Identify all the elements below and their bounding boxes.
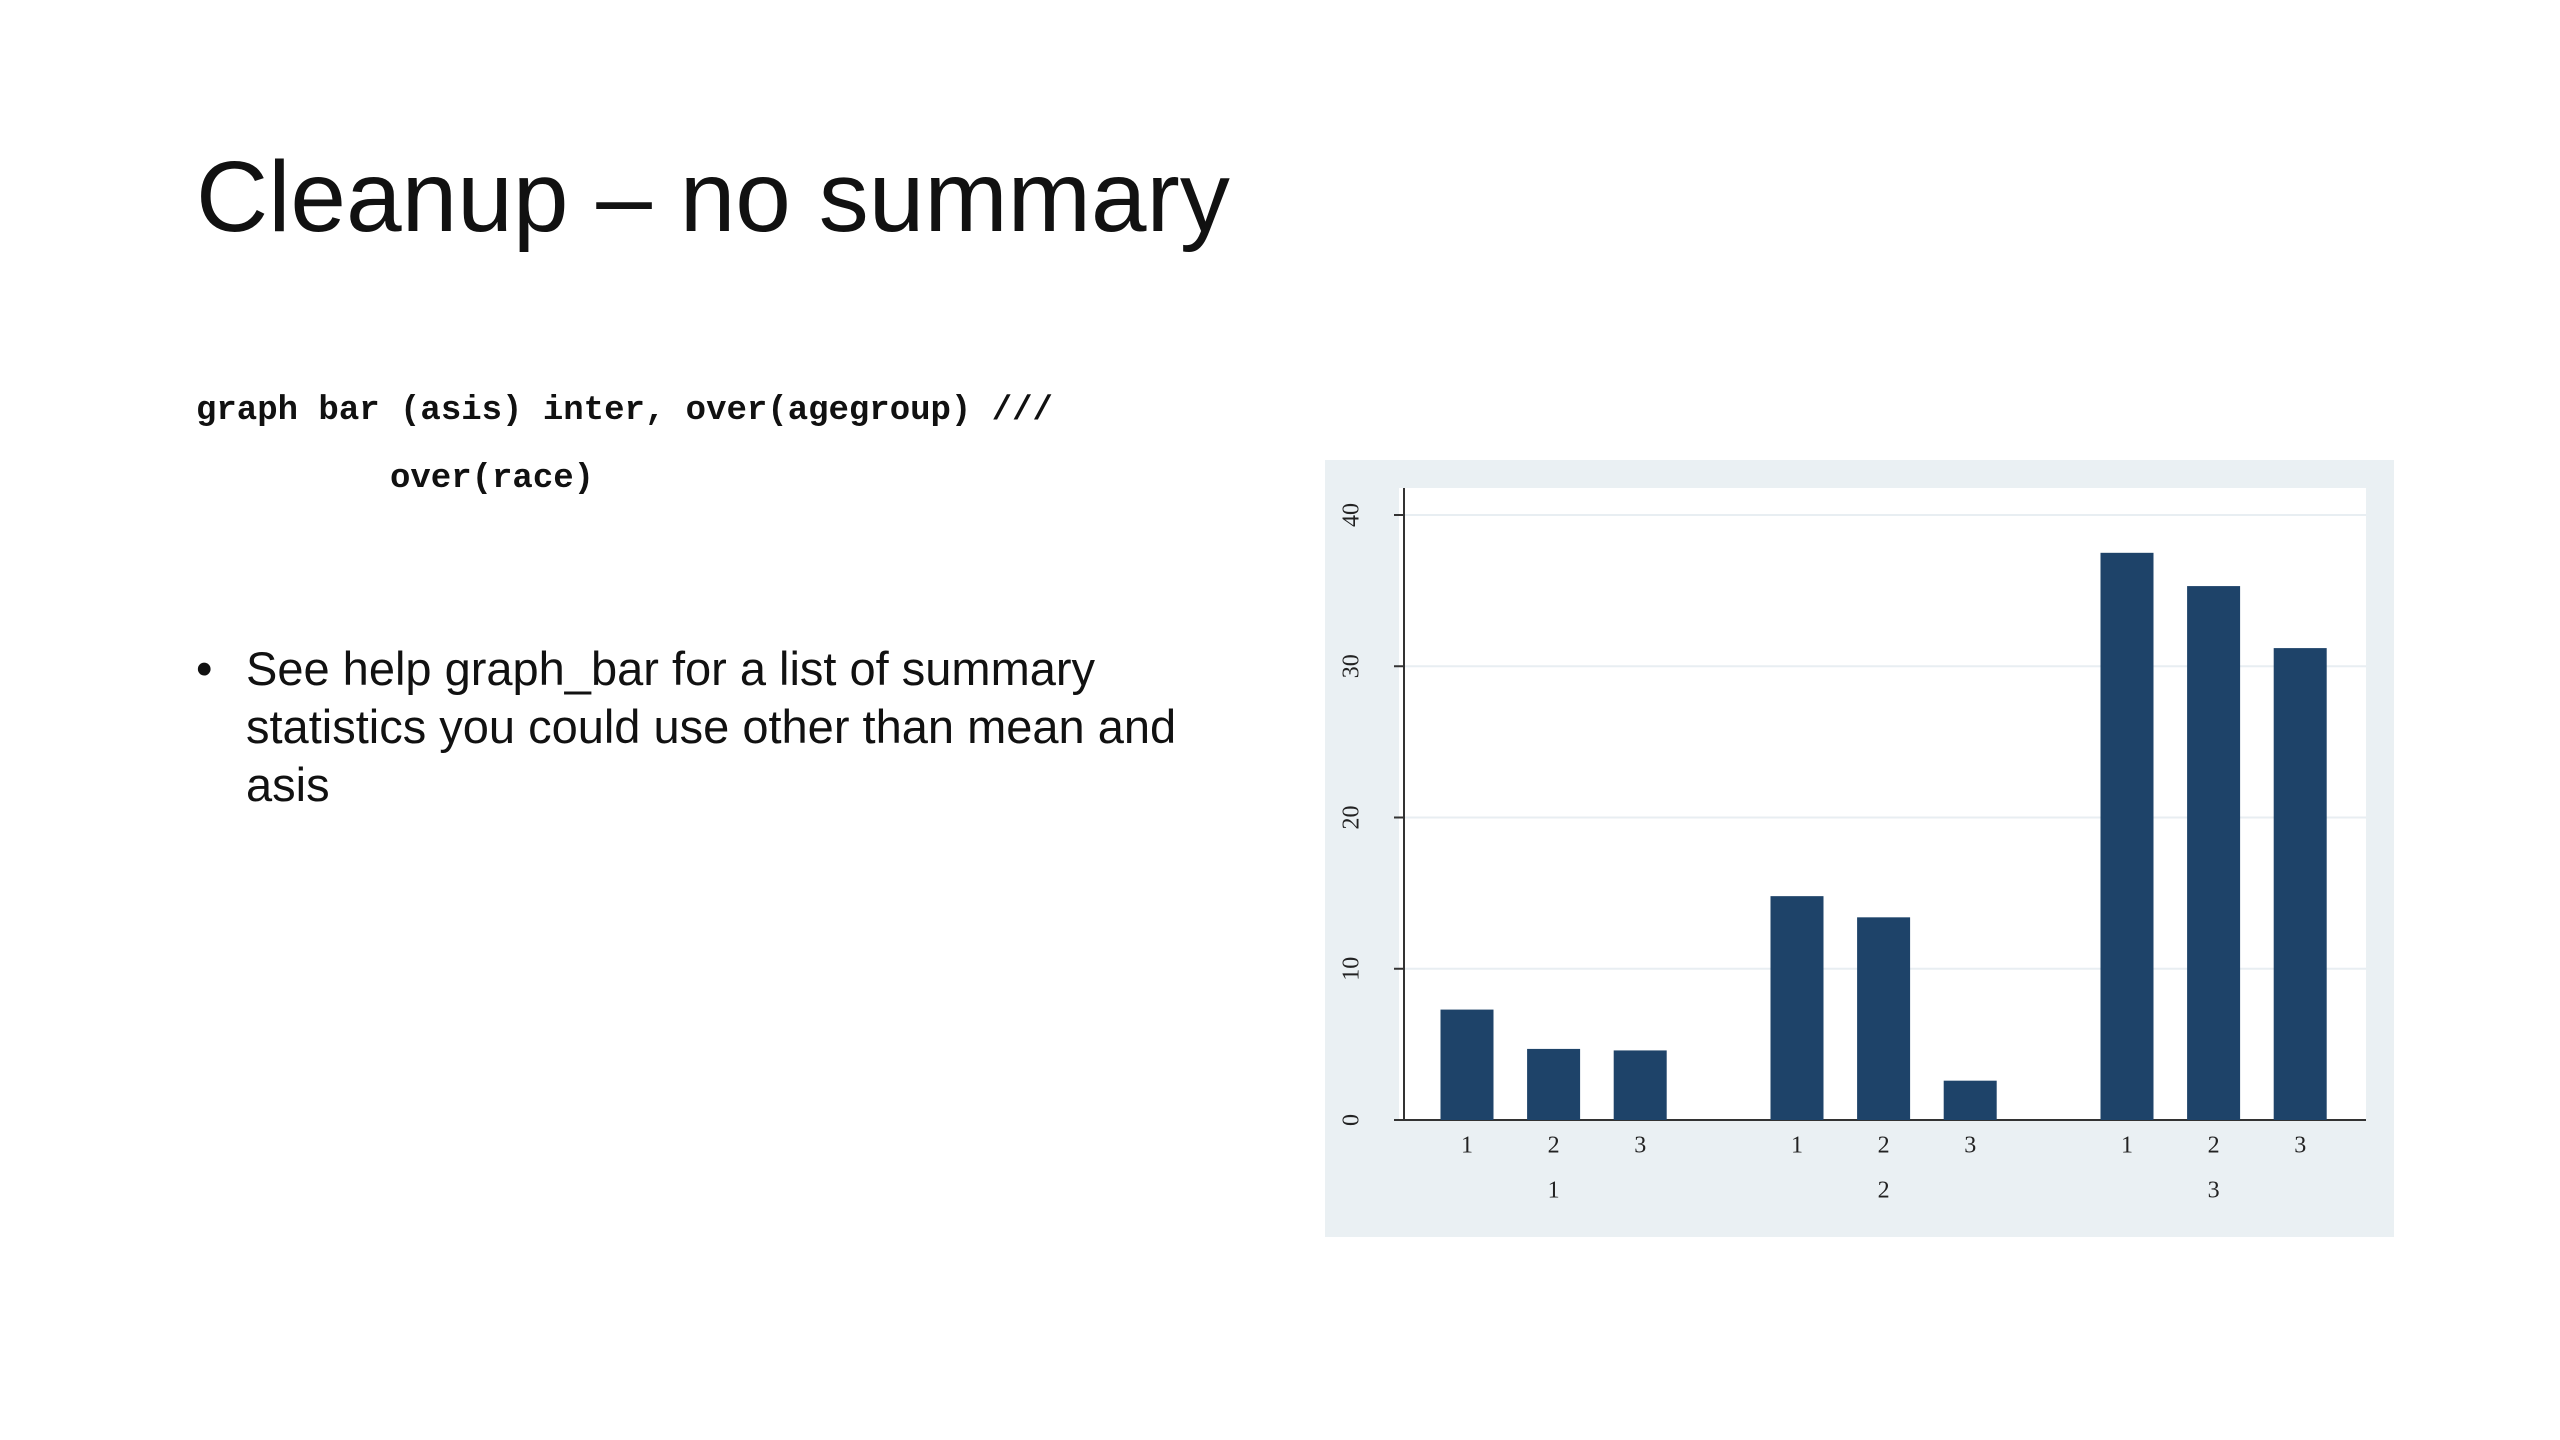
x-tick-label: 2: [1548, 1133, 1560, 1159]
code-line: over(race): [390, 460, 595, 498]
y-tick-label: 40: [1339, 503, 1365, 527]
x-tick-label: 2: [2208, 1133, 2220, 1159]
group-label: 2: [1878, 1178, 1890, 1204]
bar: [1857, 917, 1911, 1120]
y-tick-label: 0: [1339, 1114, 1365, 1126]
x-tick-label: 3: [1634, 1133, 1646, 1159]
x-tick-label: 1: [1791, 1133, 1803, 1159]
bullet-list: See help graph_bar for a list of summary…: [196, 640, 1256, 814]
bar: [1770, 896, 1824, 1120]
x-tick-label: 2: [1878, 1133, 1890, 1159]
bar: [2273, 648, 2327, 1120]
bar: [2187, 586, 2241, 1120]
bar: [2100, 552, 2154, 1120]
bar: [1527, 1048, 1581, 1120]
group-label: 1: [1548, 1178, 1560, 1204]
bullet: See help graph_bar for a list of summary…: [196, 640, 1256, 814]
x-tick-label: 1: [1461, 1133, 1473, 1159]
y-tick-label: 10: [1339, 957, 1365, 981]
y-tick-label: 30: [1339, 654, 1365, 678]
x-tick-label: 3: [1964, 1133, 1976, 1159]
code-line: graph bar (asis) inter, over(agegroup) /…: [196, 392, 1053, 430]
x-tick-label: 1: [2121, 1133, 2133, 1159]
slide-title: Cleanup – no summary: [196, 141, 1230, 253]
bar: [1613, 1050, 1667, 1120]
x-tick-label: 3: [2294, 1133, 2306, 1159]
bar: [1943, 1080, 1997, 1120]
bar: [1440, 1009, 1494, 1120]
group-label: 3: [2208, 1178, 2220, 1204]
y-tick-label: 20: [1339, 806, 1365, 830]
